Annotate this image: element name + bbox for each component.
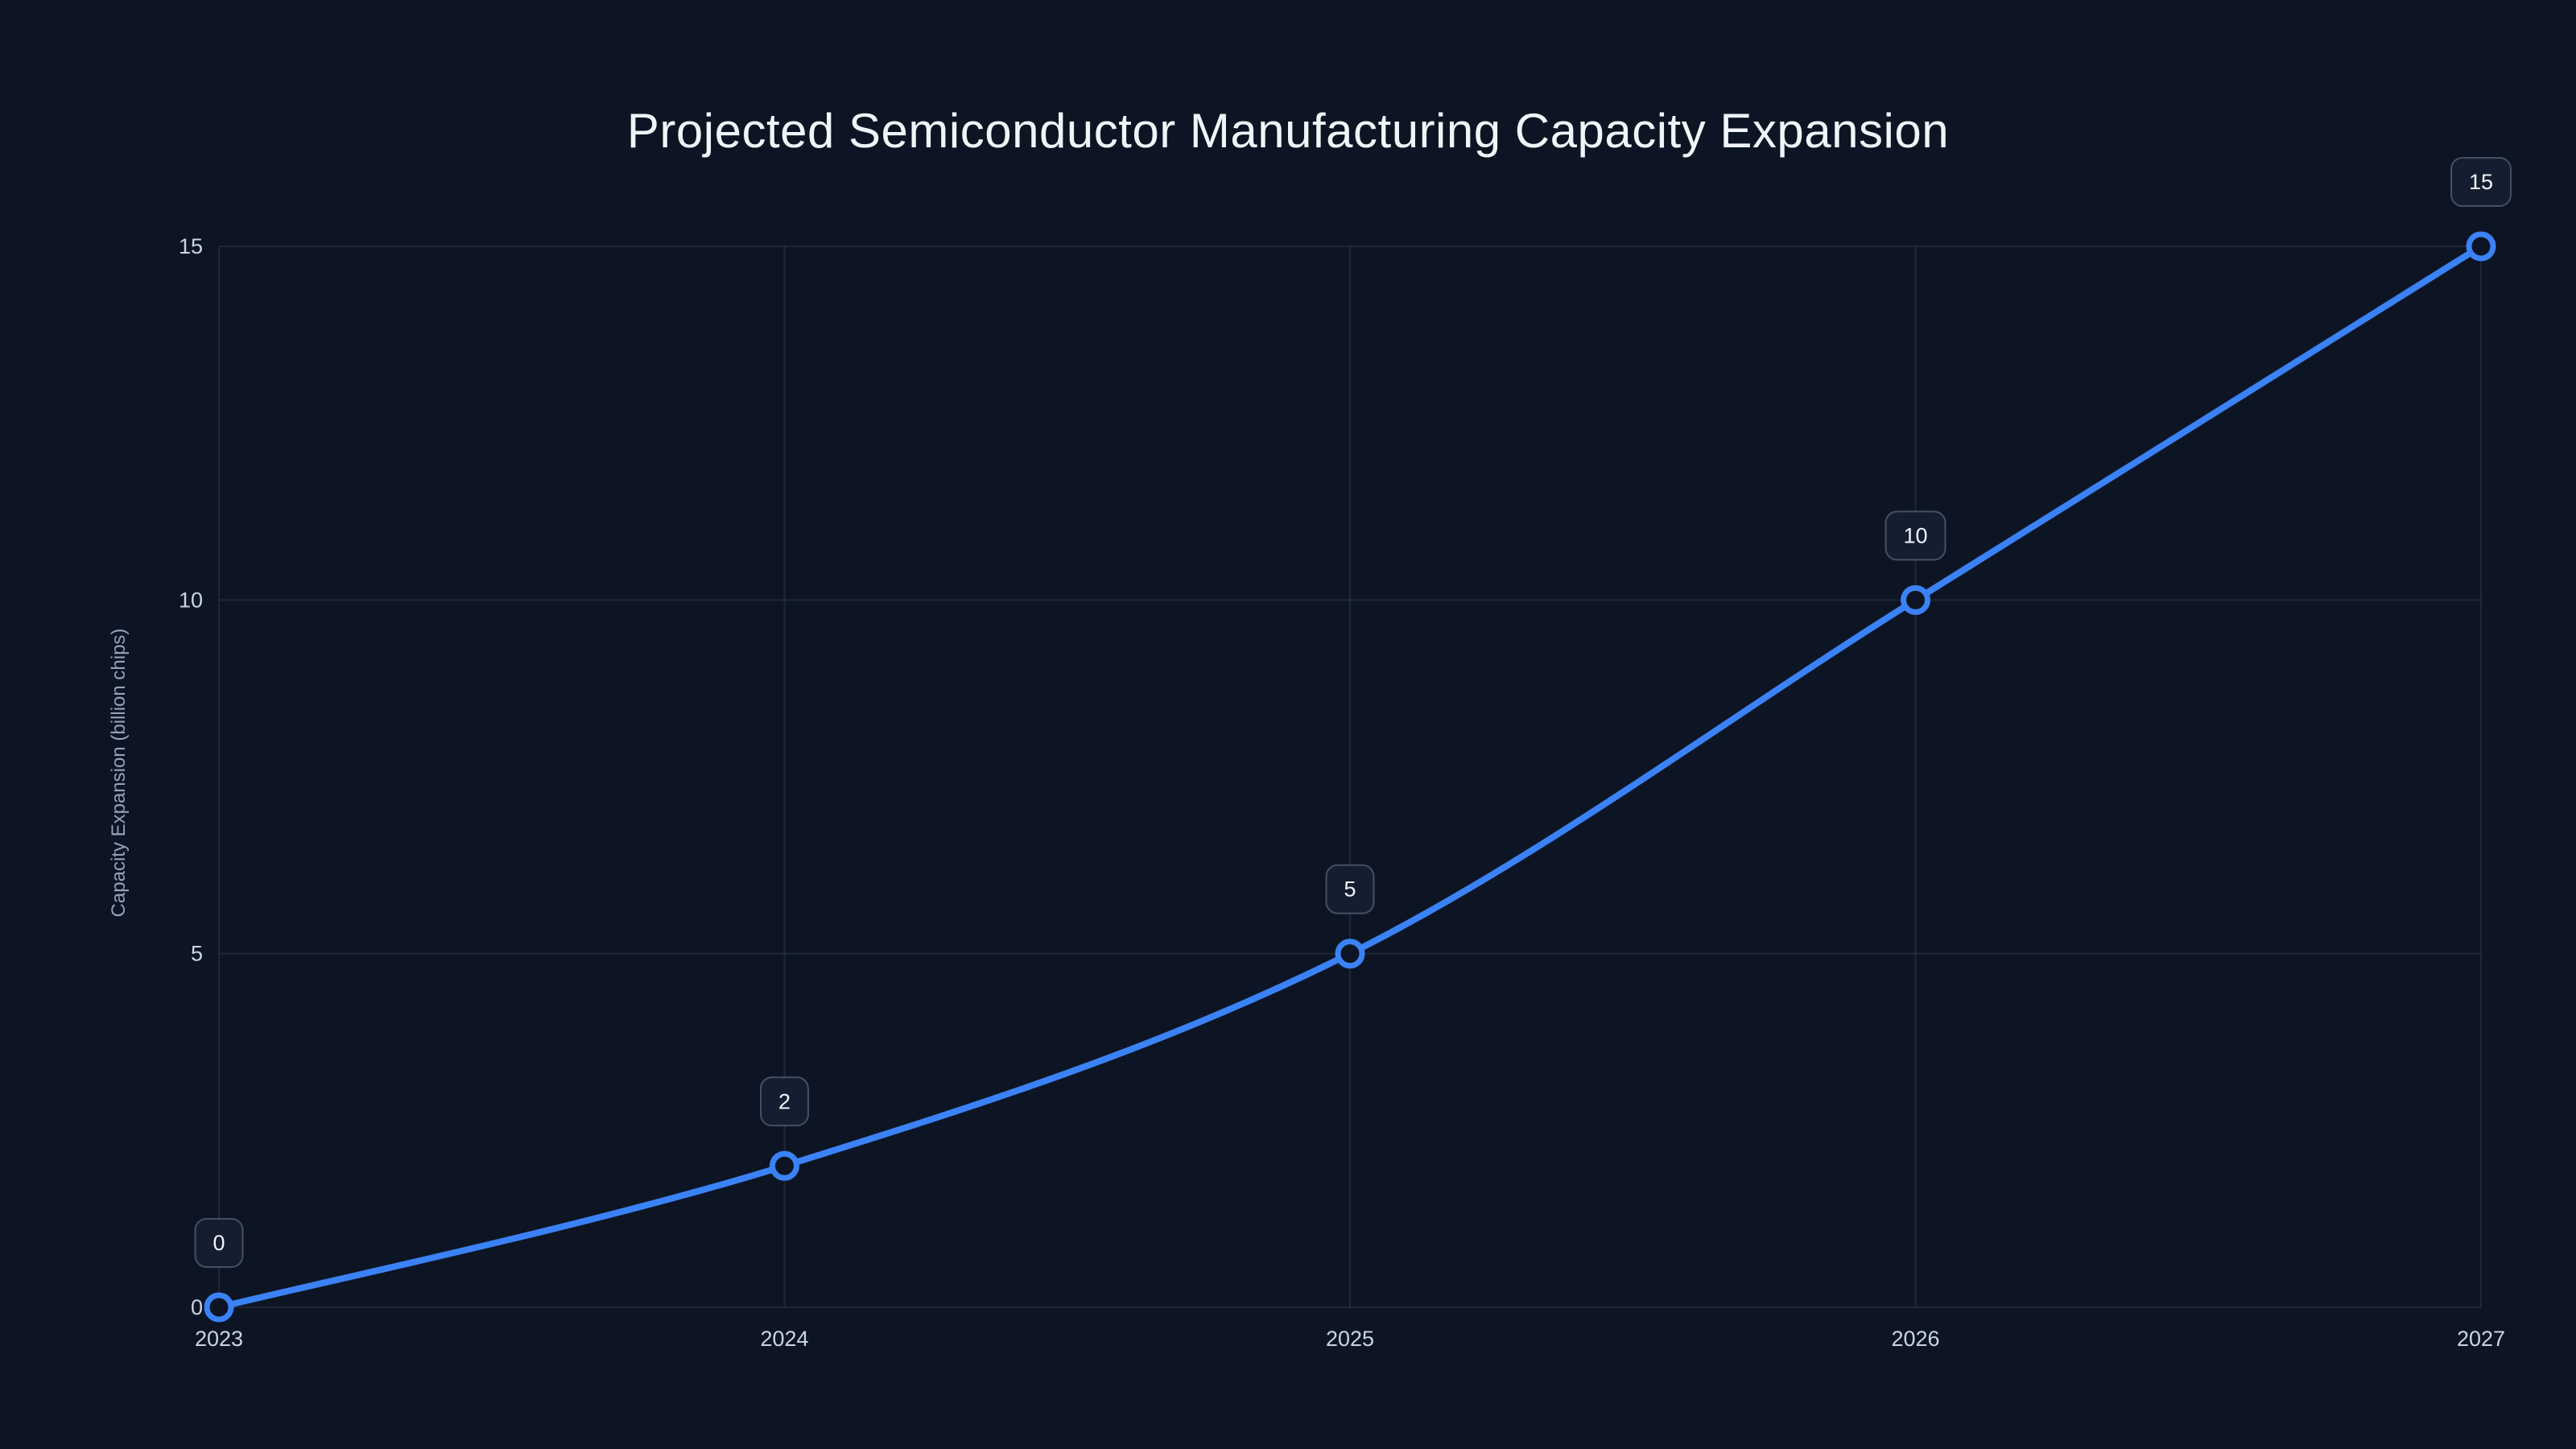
data-label-text: 10	[1903, 523, 1927, 547]
x-tick-label: 2025	[1326, 1327, 1374, 1351]
data-label-text: 0	[213, 1231, 225, 1255]
y-tick-label: 10	[179, 588, 203, 612]
data-point[interactable]	[1335, 939, 1365, 969]
x-tick-label: 2027	[2457, 1327, 2505, 1351]
data-label-badge	[194, 1218, 244, 1268]
x-tick-label: 2024	[760, 1327, 808, 1351]
y-tick-label: 5	[191, 942, 203, 966]
y-tick-label: 0	[191, 1295, 203, 1319]
data-label-text: 5	[1344, 877, 1356, 902]
x-tick-label: 2026	[1891, 1327, 1939, 1351]
data-label-badge	[1885, 510, 1946, 561]
data-point[interactable]	[204, 1292, 234, 1323]
chart-title: Projected Semiconductor Manufacturing Ca…	[626, 104, 1950, 158]
y-tick-label: 15	[179, 234, 203, 258]
data-point[interactable]	[770, 1150, 799, 1181]
data-label-badge	[760, 1076, 809, 1127]
data-point[interactable]	[2466, 231, 2496, 262]
data-label-text: 15	[2469, 170, 2493, 194]
data-label-badge	[2450, 157, 2512, 207]
data-label-badge	[1325, 864, 1375, 914]
data-label-text: 2	[778, 1089, 791, 1113]
data-point[interactable]	[1901, 584, 1930, 615]
x-tick-label: 2023	[195, 1327, 243, 1351]
